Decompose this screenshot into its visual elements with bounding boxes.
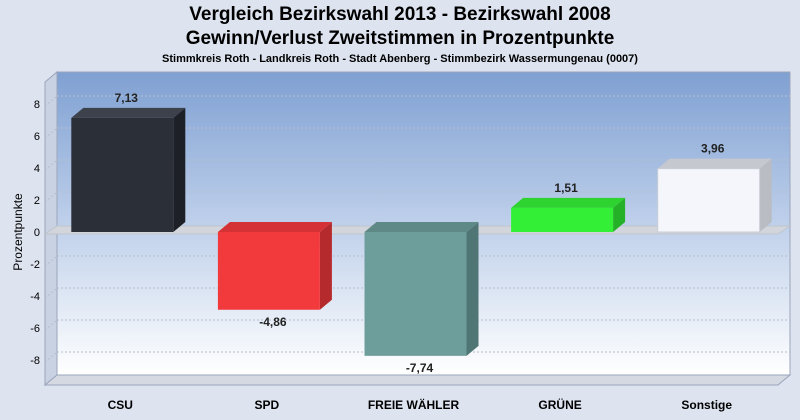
value-labels: 7,13 -4,86 -7,74 1,51 3,96: [115, 91, 725, 375]
y-tick-label: 8: [34, 99, 40, 111]
x-axis: CSU SPD FREIE WÄHLER GRÜNE Sonstige: [108, 397, 733, 412]
value-label: 3,96: [701, 142, 725, 156]
bar-side: [613, 197, 626, 232]
value-label: -7,74: [406, 361, 434, 375]
bar-sonstige: [657, 158, 772, 233]
bar-front: [364, 232, 467, 356]
bar-side: [173, 107, 186, 232]
bar-spd: [217, 222, 332, 310]
y-tick-label: -4: [30, 291, 40, 303]
x-tick-label: CSU: [108, 398, 133, 412]
gridline-diag: [44, 95, 58, 107]
bar-front: [217, 232, 320, 310]
chart-title: Vergleich Bezirkswahl 2013 - Bezirkswahl…: [189, 4, 611, 25]
bar-front: [71, 117, 174, 232]
x-tick-label: Sonstige: [681, 398, 732, 412]
chart-subtitle: Gewinn/Verlust Zweitstimmen in Prozentpu…: [185, 28, 615, 49]
gridline-diag: [44, 287, 58, 299]
x-tick-label: GRÜNE: [538, 397, 581, 412]
bar-top: [71, 107, 186, 118]
y-tick-label: 2: [34, 195, 40, 207]
x-tick-label: SPD: [255, 398, 280, 412]
bar-csu: [71, 107, 186, 232]
y-tick-label: 4: [34, 163, 40, 175]
gridline-diag: [44, 351, 58, 363]
bar-gr-ne: [511, 197, 626, 232]
y-tick-label: -2: [30, 259, 40, 271]
gridline-diag: [44, 319, 58, 331]
bar-side: [319, 222, 332, 310]
y-tick-label: -6: [30, 323, 40, 335]
gridline-diag: [44, 191, 58, 203]
gridline-diag: [44, 159, 58, 171]
gridline-diag: [44, 255, 58, 267]
bar-top: [511, 197, 626, 208]
x-tick-label: FREIE WÄHLER: [368, 397, 460, 412]
value-label: -4,86: [259, 315, 287, 329]
bars: [71, 107, 772, 356]
y-tick-label: 6: [34, 131, 40, 143]
y-tick-label: -8: [30, 355, 40, 367]
bar-top: [364, 222, 479, 232]
bar-front: [657, 168, 761, 233]
bar-side: [759, 158, 772, 232]
bar-top: [217, 222, 332, 232]
bar-top: [657, 158, 772, 169]
y-axis: -8 -6 -4 -2 2 4 6 8 0: [30, 99, 40, 367]
value-label: 7,13: [115, 91, 139, 105]
gridline-diag: [44, 127, 58, 139]
y-axis-label: Prozentpunkte: [11, 193, 25, 271]
bar-side: [466, 222, 479, 356]
y-tick-label: 0: [34, 227, 40, 239]
bar-freie-w-hler: [364, 222, 479, 356]
chart-location-subtitle: Stimmkreis Roth - Landkreis Roth - Stadt…: [162, 53, 638, 65]
value-label: 1,51: [554, 181, 578, 195]
plot-floor: [43, 374, 792, 386]
bar-front: [511, 207, 614, 232]
